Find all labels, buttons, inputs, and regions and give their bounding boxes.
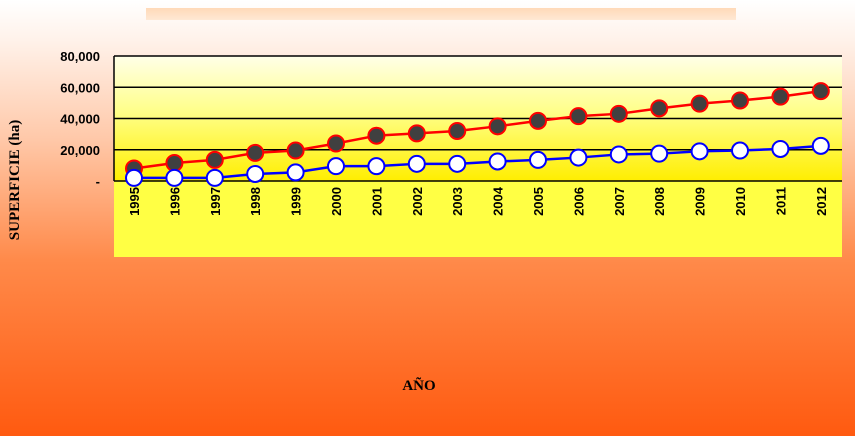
data-point [367, 157, 386, 176]
y-axis-ticks: - 20,000 40,000 60,000 80,000 [60, 49, 100, 189]
data-point [488, 152, 507, 171]
data-point [609, 104, 628, 123]
x-axis-label: AÑO [402, 376, 435, 394]
data-point [811, 136, 830, 155]
y-axis-label: SUPERFICIE (ha) [7, 120, 23, 240]
x-tick-label: 2006 [571, 187, 586, 216]
data-point [367, 126, 386, 145]
y-tick-label: 20,000 [60, 143, 100, 158]
x-tick-label: 2007 [612, 187, 627, 216]
data-point [811, 82, 830, 101]
data-point [407, 124, 426, 143]
x-tick-label: 2004 [491, 186, 506, 216]
data-point [731, 141, 749, 160]
data-point [609, 145, 628, 164]
data-point [286, 141, 305, 160]
data-point [327, 134, 345, 153]
title-band [146, 8, 736, 20]
x-tick-label: 2003 [450, 187, 465, 216]
data-point [529, 150, 547, 169]
data-point [488, 117, 507, 136]
tick-label-band [114, 181, 842, 257]
data-point [165, 154, 184, 173]
data-point [569, 107, 588, 126]
data-point [205, 168, 224, 187]
data-point [165, 168, 184, 187]
x-tick-label: 1996 [167, 187, 182, 216]
x-tick-label: 1999 [289, 187, 304, 216]
x-tick-label: 2009 [693, 187, 708, 216]
gridlines [113, 55, 842, 182]
data-point [529, 111, 547, 130]
x-tick-label: 2012 [814, 187, 829, 216]
x-tick-label: 1998 [248, 187, 263, 216]
y-tick-label: 40,000 [60, 112, 100, 127]
data-point [246, 164, 265, 183]
data-point [771, 87, 790, 106]
data-point [286, 163, 305, 182]
x-axis-ticks: 1995 1996 1997 1998 1999 2000 2001 2002 2003 2004… [127, 186, 829, 216]
data-point [690, 142, 709, 161]
x-tick-label: 1995 [127, 187, 142, 216]
data-point [569, 148, 588, 167]
y-tick-label: 80,000 [60, 49, 100, 64]
x-tick-label: 2008 [652, 187, 667, 216]
x-tick-label: 2001 [369, 187, 384, 216]
data-point [448, 122, 467, 140]
x-tick-label: 2010 [733, 187, 748, 216]
data-point [407, 154, 426, 173]
data-point [650, 144, 669, 163]
series-group [125, 82, 830, 187]
x-tick-label: 1997 [208, 187, 223, 216]
data-point [650, 99, 669, 118]
data-point [448, 154, 467, 173]
data-point [246, 143, 265, 162]
y-tick-label: - [96, 174, 100, 189]
data-point [205, 150, 224, 169]
x-tick-label: 2000 [329, 187, 344, 216]
y-tick-label: 60,000 [60, 80, 100, 95]
data-point [125, 168, 143, 187]
data-point [731, 91, 749, 110]
data-point [327, 157, 345, 176]
data-point [690, 94, 709, 113]
data-point [771, 139, 790, 158]
x-tick-label: 2011 [773, 187, 788, 215]
x-tick-label: 2005 [531, 187, 546, 216]
x-tick-label: 2002 [410, 187, 425, 216]
